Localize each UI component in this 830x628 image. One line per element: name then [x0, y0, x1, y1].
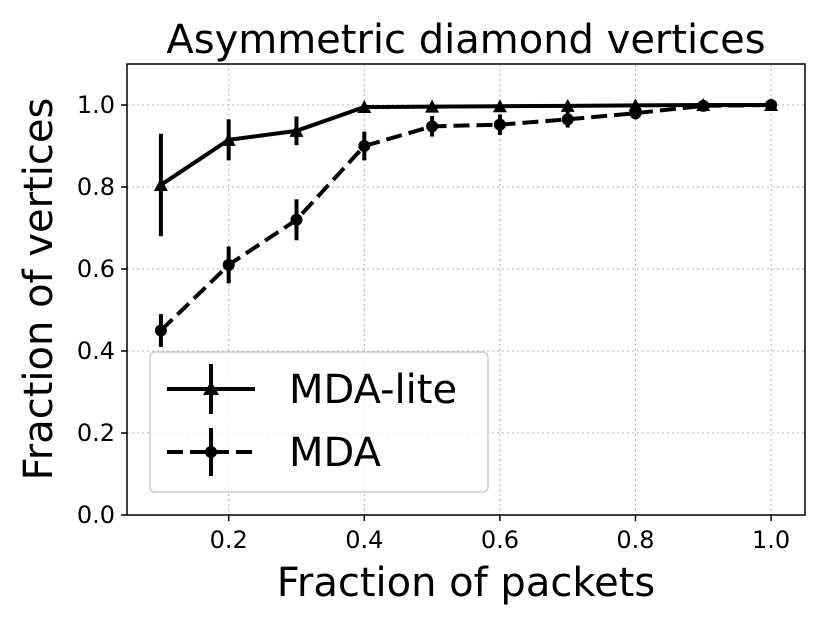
legend-label-mda-lite: MDA-lite [289, 367, 457, 413]
data-point-mda-lite [628, 98, 643, 112]
y-tick-label: 1.0 [77, 91, 115, 119]
data-point-mda-lite [492, 99, 507, 113]
legend-marker-mda-lite [203, 381, 219, 395]
y-tick-label: 0.0 [77, 501, 115, 529]
x-tick-label: 0.6 [481, 526, 519, 554]
data-point-mda [426, 120, 439, 133]
data-point-mda [358, 140, 371, 152]
plot-frame [126, 63, 806, 516]
legend-marker-mda [205, 446, 217, 458]
series-layer [153, 98, 779, 347]
y-tick-label: 0.4 [77, 337, 115, 365]
y-axis-label: Fraction of vertices [16, 98, 62, 481]
x-axis-label: Fraction of packets [277, 560, 655, 606]
x-tick-label: 0.8 [616, 526, 654, 554]
data-point-mda-lite [153, 177, 168, 191]
legend: MDA-lite MDA [149, 351, 489, 493]
data-point-mda [222, 258, 235, 271]
ticks: 0.2 0.4 0.6 0.8 1.0 0.0 0.2 0.4 0.6 0.8 1.0 [77, 91, 790, 554]
data-point-mda-lite [560, 98, 575, 112]
series-line-mda-lite [159, 103, 772, 187]
data-point-mda [629, 107, 642, 120]
data-point-mda-lite [425, 99, 440, 113]
y-tick-label: 0.6 [77, 255, 115, 283]
data-point-mda-lite [357, 100, 372, 114]
legend-label-mda: MDA [289, 430, 382, 476]
data-point-mda [765, 99, 778, 111]
data-point-mda [561, 113, 574, 126]
x-tick-label: 0.2 [210, 526, 248, 554]
x-tick-label: 0.4 [345, 526, 383, 554]
series-line-mda [159, 103, 772, 332]
data-point-mda [493, 118, 506, 131]
data-point-mda [290, 213, 303, 226]
y-tick-label: 0.2 [77, 419, 115, 447]
data-point-mda [154, 324, 167, 337]
data-point-mda-lite [221, 132, 236, 146]
x-tick-label: 1.0 [752, 526, 790, 554]
data-point-mda [697, 99, 710, 112]
series-mda [154, 99, 778, 347]
y-tick-label: 0.8 [77, 173, 115, 201]
data-point-mda-lite [289, 123, 304, 137]
series-mda-lite [153, 98, 779, 237]
chart-title: Asymmetric diamond vertices [166, 17, 765, 63]
